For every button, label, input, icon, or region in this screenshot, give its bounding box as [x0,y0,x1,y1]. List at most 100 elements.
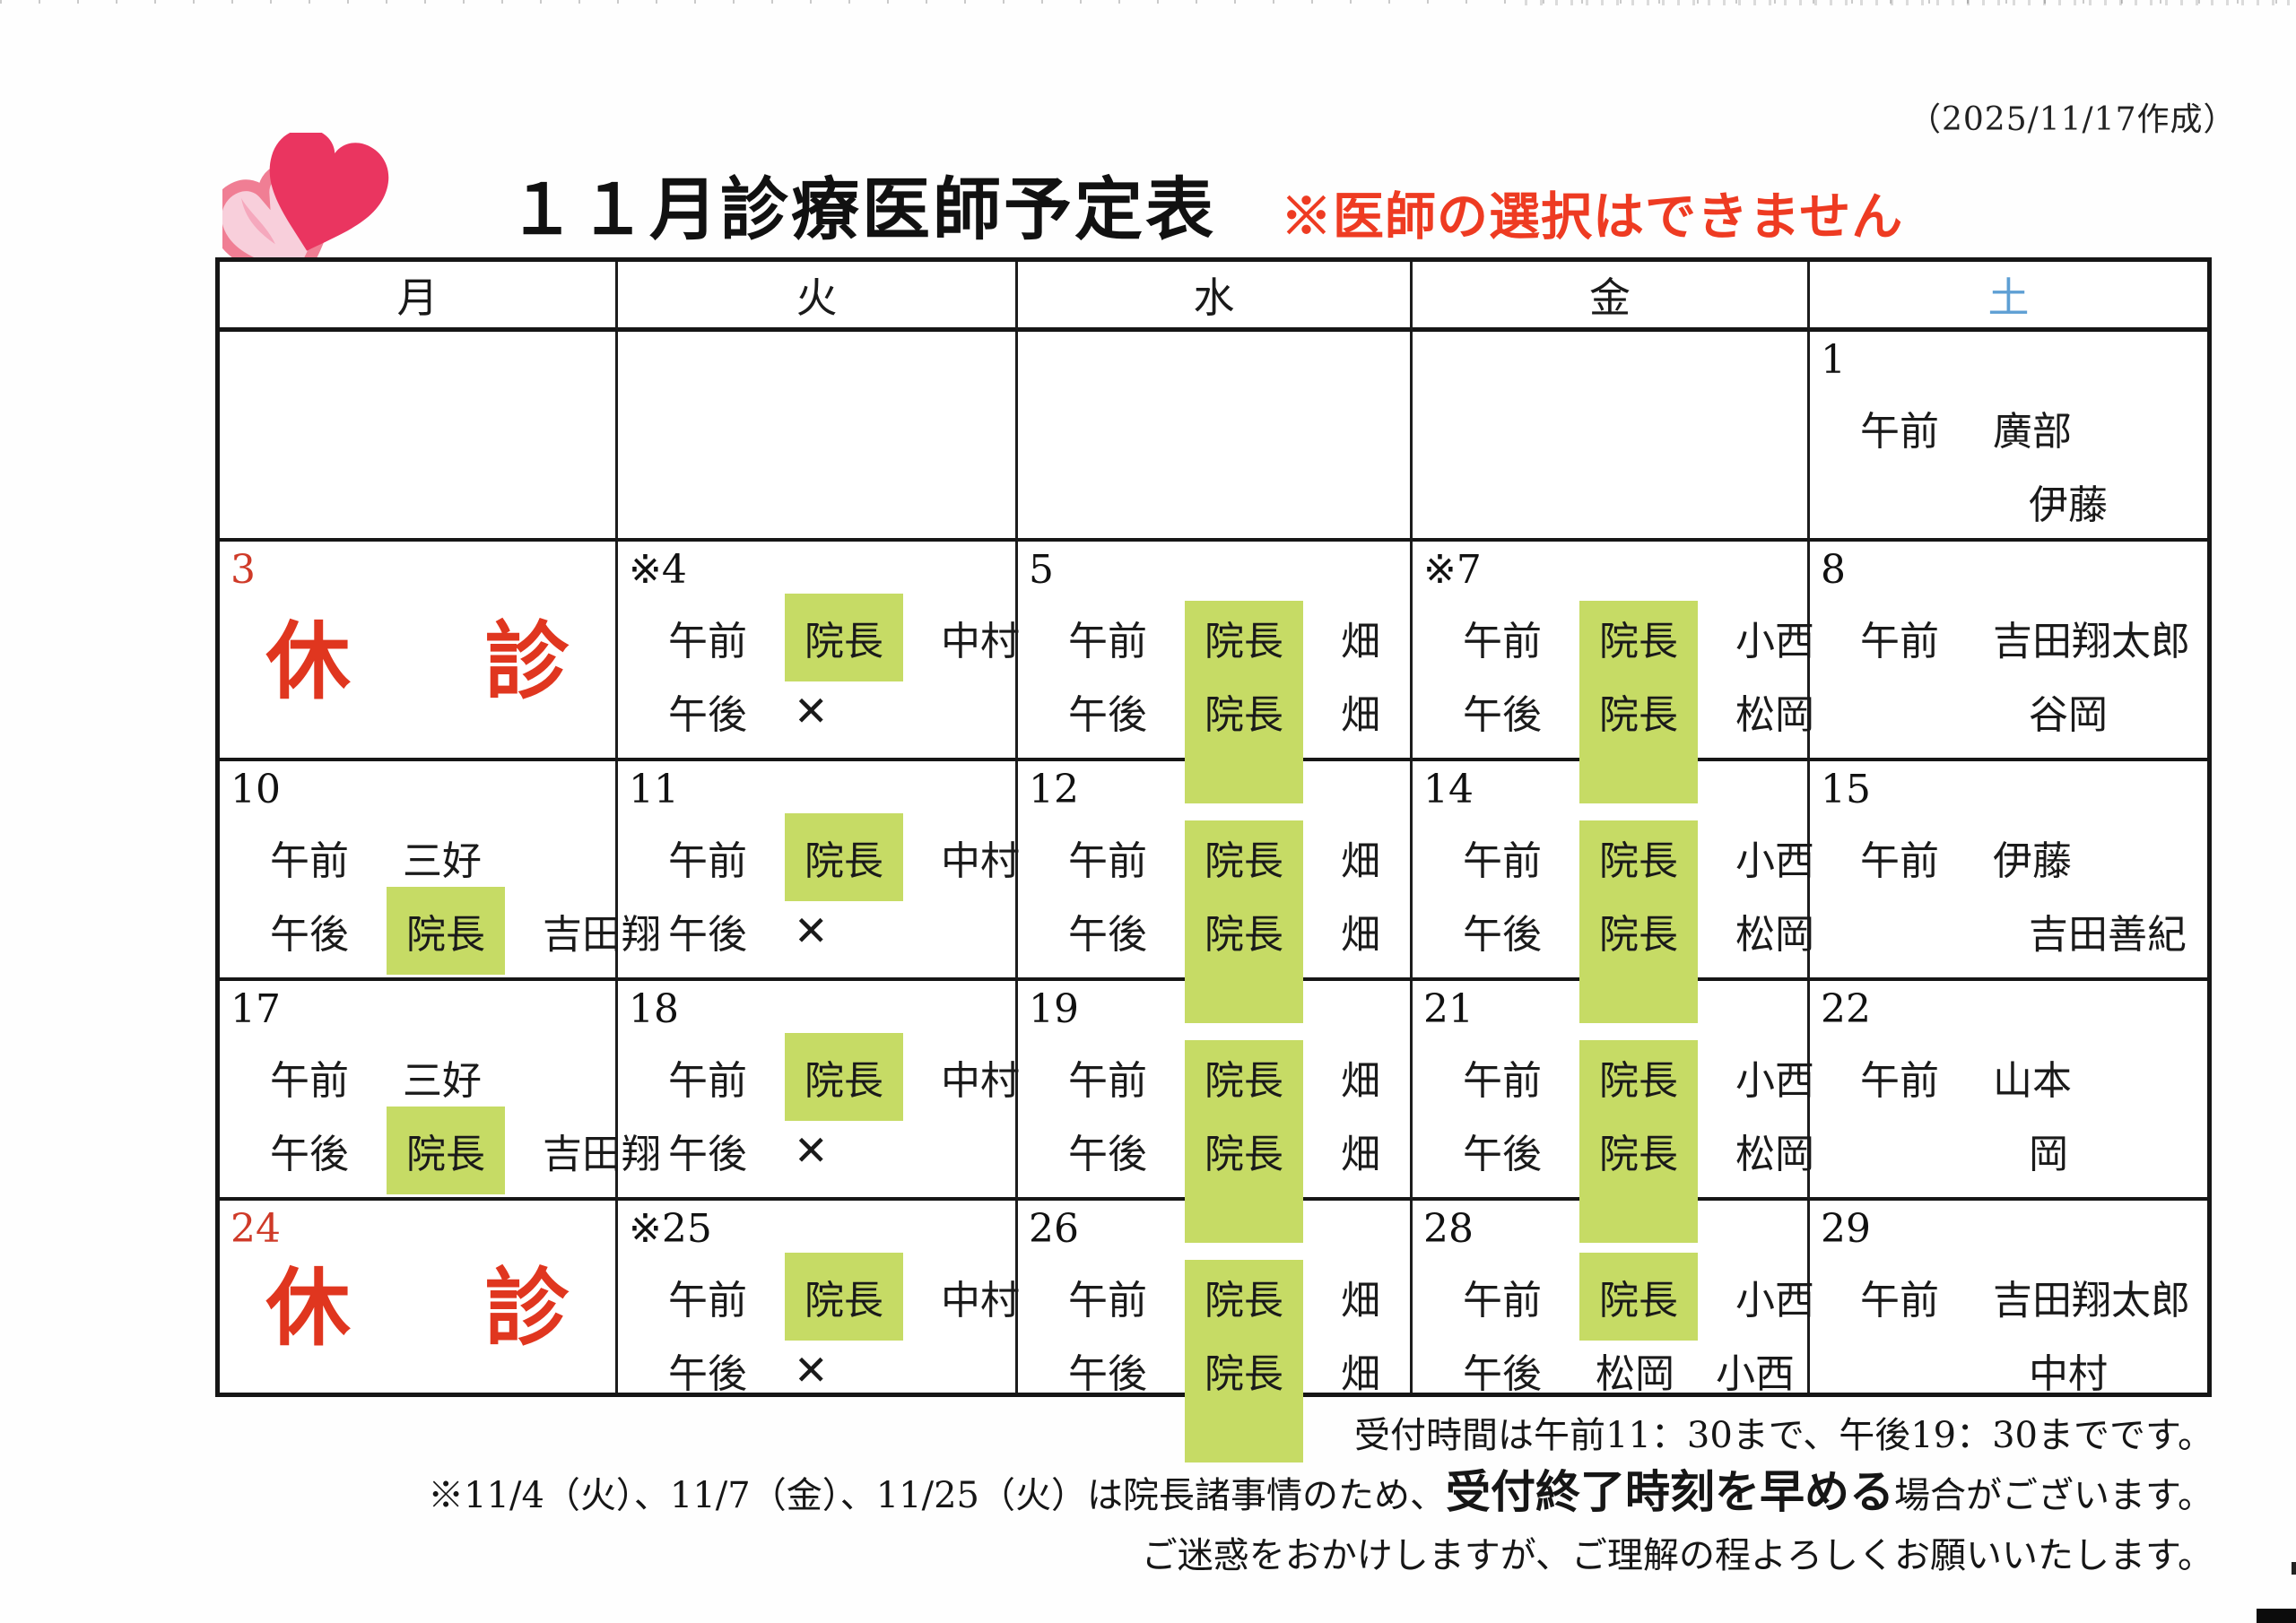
date-label: 1 [1821,337,1846,383]
date-label: 14 [1423,767,1474,812]
director-chip: 院長 [1579,1114,1698,1187]
session-label: 午前 [1068,1278,1147,1324]
session-label: 午前 [668,1278,747,1324]
doctor-name: 岡 [2029,1132,2068,1177]
cell-schedule: 午前 吉田翔太郎中村 [1810,1201,2207,1407]
cell-schedule: 午前 院長 小西 午後 院長 松岡 [1413,761,1814,1023]
doctor-name: 松岡 [1735,692,1814,738]
doctor-name: 松岡 [1596,1351,1674,1397]
doctor-name: 畑 [1341,838,1380,884]
calendar-cell [1018,332,1413,542]
doctor-name: 小西 [1735,619,1814,664]
date-label: 15 [1821,767,1871,812]
doctor-name: 畑 [1341,1132,1380,1177]
calendar-cell: 17 午前 三好 午後 院長 吉田翔 [220,981,661,1201]
schedule-line: 午後 院長 吉田翔 [220,1107,661,1194]
weekday-header-0: 月 [220,262,618,332]
doctor-name: 谷岡 [2029,692,2108,738]
schedule-line: 午前 院長 中村 [618,1033,1020,1121]
session-label: 午前 [270,1058,349,1104]
doctor-name: 中村 [941,619,1020,664]
schedule-line: 午後 院長 松岡 [1413,894,1814,968]
session-label: 午後 [1068,692,1147,738]
schedule-line: 伊藤 [1810,464,2207,538]
session-label: 午後 [1068,1132,1147,1177]
schedule-line: 午前 三好 [220,1040,615,1114]
director-chip: 院長 [785,813,903,901]
cell-schedule: 午前 院長 中村 午後 ✕ [618,542,1020,748]
schedule-line: 午前 吉田翔太郎 [1810,1260,2207,1333]
date-label: 3 [230,547,256,593]
weekday-header-4: 土 [1810,262,2207,332]
session-label: 午前 [270,838,349,884]
date-label: 29 [1821,1206,1871,1252]
footnote-reception-hours: 受付時間は午前11：30まで、午後19：30までです。 [1354,1415,2213,1456]
session-label: 午前 [1068,838,1147,884]
date-label: 24 [230,1206,281,1252]
cell-schedule: 午前 院長畑午後 院長畑 [1018,1201,1410,1462]
scan-noise-top-right [1525,0,2296,5]
director-chip: 院長 [1579,674,1698,748]
cell-schedule: 午前 廣部 伊藤 [1810,332,2207,538]
calendar-cell: 12 午前 院長畑午後 院長畑 [1018,761,1413,1023]
date-label: 5 [1029,547,1054,593]
calendar-cell: 22 午前 山本岡 [1810,981,2207,1201]
calendar-cell: 26 午前 院長畑午後 院長畑 [1018,1201,1413,1462]
session-label: 午前 [1068,1058,1147,1104]
footnote-early-close-pre: ※11/4（火）、11/7（金）、11/25（火）は院長諸事情のため、 [428,1475,1446,1516]
cell-schedule: 午前 院長 小西 午後 松岡 小西 [1413,1201,1814,1407]
doctor-name: 中村 [941,1058,1020,1104]
schedule-line: 午前 吉田翔太郎 [1810,601,2207,674]
schedule-line: 午後 ✕ [618,674,1015,748]
director-chip: 院長 [1185,1040,1303,1114]
schedule-line: 午前 院長 小西 [1413,820,1814,894]
schedule-line: 午前 院長 中村 [618,1253,1020,1341]
session-label: 午前 [668,838,747,884]
doctor-name: 松岡 [1735,1132,1814,1177]
page-title: １１月診療医師予定表 [508,169,1216,249]
session-label: 午後 [668,1132,747,1177]
cell-schedule: 午前 院長畑午後 院長畑 [1018,542,1410,803]
session-label: 午前 [1463,619,1542,664]
session-label: 午後 [1068,1351,1147,1397]
director-chip: 院長 [387,887,505,975]
cell-schedule: 午前 院長 小西午後 院長 松岡 [1413,542,1814,803]
cell-schedule: 午前 山本岡 [1810,981,2207,1187]
cell-schedule: 午前 院長 中村 午後 ✕ [618,981,1020,1187]
schedule-line: 午後 院長 松岡 [1413,1114,1814,1187]
schedule-line: 中村 [1810,1333,2207,1407]
director-chip: 院長 [785,1033,903,1121]
calendar-cell: 19 午前 院長畑午後 院長畑 [1018,981,1413,1243]
doctor-name: 小西 [1735,1278,1814,1324]
calendar-cell: 5 午前 院長畑午後 院長畑 [1018,542,1413,803]
session-label: 午前 [1860,619,1939,664]
calendar-cell [618,332,1018,542]
doctor-name: 中村 [2029,1351,2108,1397]
x-mark-icon: ✕ [794,1346,829,1394]
calendar-cell: ※25 午前 院長 中村 午後 ✕ [618,1201,1020,1397]
session-label: 午前 [1860,1058,1939,1104]
schedule-line: 午前 院長畑 [1018,1040,1410,1114]
doctor-name: 中村 [941,838,1020,884]
session-label: 午後 [1463,1132,1542,1177]
calendar-cell: 11 午前 院長 中村 午後 ✕ [618,761,1020,981]
x-mark-icon: ✕ [794,907,829,955]
calendar-cell [1413,332,1810,542]
cell-schedule: 午前 三好 午後 院長 吉田翔 [220,761,661,975]
schedule-line: 吉田善紀 [1810,894,2207,968]
schedule-line: 午前 院長 中村 [618,813,1020,901]
footnote-early-close-bold: 受付終了時刻を早める [1446,1465,1894,1518]
x-mark-icon: ✕ [794,687,829,735]
schedule-line: 谷岡 [1810,674,2207,748]
session-label: 午後 [270,1132,349,1177]
doctor-name: 小西 [1735,838,1814,884]
calendar-cell: 15 午前 伊藤 吉田善紀 [1810,761,2207,981]
date-label: ※7 [1423,547,1482,593]
session-label: 午前 [1068,619,1147,664]
created-date: （2025/11/17作成） [1909,101,2237,138]
schedule-line: 午後 院長 吉田翔 [220,887,661,975]
doctor-name: 三好 [403,838,482,884]
date-label: 17 [230,986,281,1032]
schedule-line: 午後 院長 松岡 [1413,674,1814,748]
